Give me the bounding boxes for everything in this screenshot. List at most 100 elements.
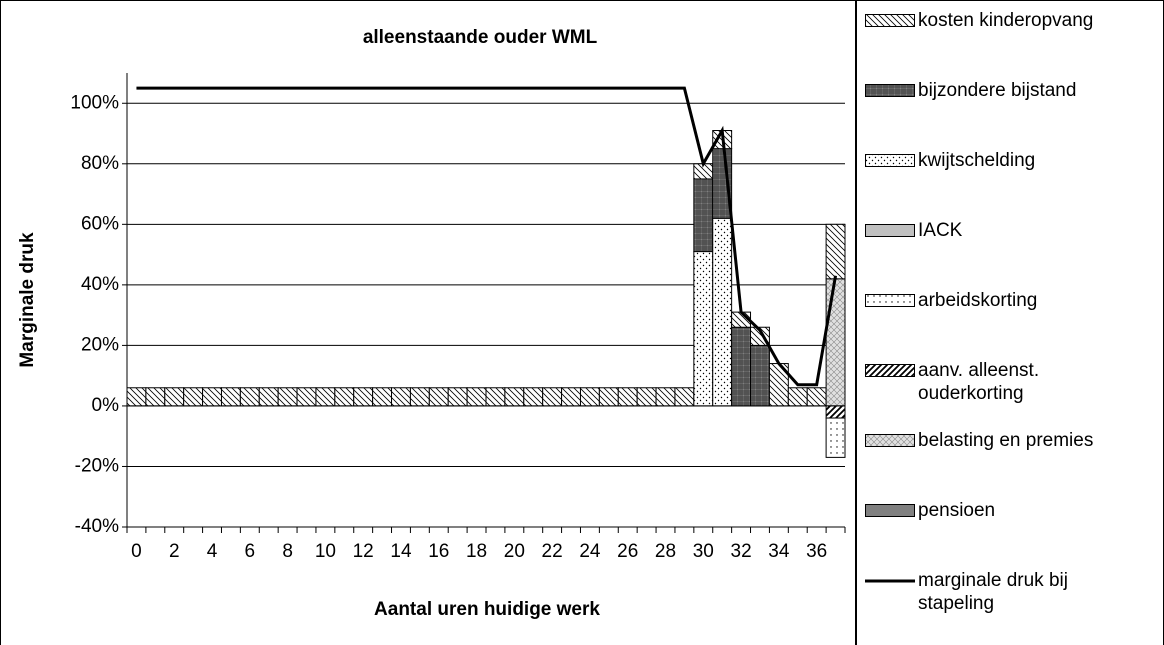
bar-segment — [731, 326, 752, 407]
legend-label: marginale druk bij stapeling — [918, 570, 1068, 614]
legend-item: belasting en premies — [865, 429, 1144, 452]
bar-segment — [239, 387, 260, 407]
legend-swatch — [865, 579, 915, 583]
bar-segment — [598, 387, 619, 407]
bar-segment — [542, 387, 563, 407]
bar-segment — [315, 387, 336, 407]
bar-segment — [202, 387, 222, 407]
x-tick-label: 36 — [806, 541, 827, 562]
bar-segment — [164, 387, 185, 407]
chart: alleenstaande ouder WML Marginale druk A… — [0, 0, 856, 645]
bar-segment — [655, 387, 676, 407]
y-tick-label: -20% — [75, 455, 119, 476]
bar-segment — [579, 387, 600, 407]
bar-segment — [825, 405, 846, 419]
x-tick-label: 26 — [617, 541, 638, 562]
x-tick-label: 0 — [131, 541, 142, 562]
legend-label: bijzondere bijstand — [918, 80, 1077, 101]
bar-segment — [617, 387, 638, 407]
legend-label: aanv. alleenst. ouderkorting — [918, 360, 1040, 404]
x-tick-label: 30 — [693, 541, 714, 562]
bar-segment — [825, 223, 846, 280]
legend-item: IACK — [865, 219, 1144, 242]
legend-swatch — [865, 14, 915, 27]
bar-segment — [806, 387, 827, 407]
x-tick-label: 20 — [504, 541, 525, 562]
x-tick-label: 10 — [315, 541, 336, 562]
x-tick-label: 18 — [466, 541, 487, 562]
x-tick-label: 24 — [579, 541, 601, 562]
bar-segment — [693, 251, 714, 407]
bar-segment — [183, 387, 204, 407]
y-tick-label: 0% — [92, 395, 120, 416]
y-tick-label: 80% — [81, 153, 119, 174]
y-tick-label: 40% — [81, 274, 119, 295]
y-tick-label: 60% — [81, 213, 119, 234]
bar-segment — [825, 417, 846, 458]
bar-segment — [504, 387, 525, 407]
bar-segment — [126, 387, 147, 407]
bar-segment — [485, 387, 506, 407]
bar-segment — [712, 217, 733, 407]
x-tick-label: 4 — [207, 541, 218, 562]
x-tick-label: 14 — [390, 541, 412, 562]
x-tick-label: 8 — [282, 541, 293, 562]
bar-segment — [523, 387, 544, 407]
bar-segment — [674, 387, 695, 407]
bar-segment — [372, 387, 393, 407]
bar-segment — [447, 387, 468, 407]
legend-item: pensioen — [865, 499, 1144, 522]
legend-swatch — [865, 224, 915, 237]
x-tick-label: 22 — [542, 541, 563, 562]
bar-segment — [466, 387, 487, 407]
y-tick-label: 20% — [81, 334, 119, 355]
bar-segment — [428, 387, 449, 407]
legend-item: kosten kinderopvang — [865, 9, 1144, 32]
x-tick-label: 32 — [731, 541, 752, 562]
chart-title: alleenstaande ouder WML — [363, 27, 598, 48]
x-tick-label: 12 — [353, 541, 374, 562]
line-series — [136, 86, 838, 387]
legend-label: kosten kinderopvang — [918, 10, 1094, 31]
legend-label: belasting en premies — [918, 430, 1094, 451]
y-axis-label: Marginale druk — [17, 232, 38, 368]
y-tick-label: -40% — [75, 516, 119, 537]
legend: kosten kinderopvang bijzondere bijstand kw… — [856, 0, 1164, 645]
y-tick-label: 100% — [70, 92, 119, 113]
x-tick-label: 28 — [655, 541, 676, 562]
bar-segment — [409, 387, 430, 407]
x-axis-label: Aantal uren huidige werk — [374, 599, 600, 620]
bar-segment — [787, 387, 808, 407]
bar-segment — [750, 344, 770, 407]
legend-swatch — [865, 434, 915, 447]
bar-segment — [353, 387, 374, 407]
x-tick-label: 2 — [169, 541, 180, 562]
legend-item: arbeidskorting — [865, 289, 1144, 312]
bar-segment — [258, 387, 279, 407]
bar-segment — [561, 387, 581, 407]
bar-segment — [296, 387, 317, 407]
bar-segment — [693, 178, 714, 253]
legend-label: pensioen — [918, 500, 996, 521]
bar-segment — [145, 387, 166, 407]
bar-segment — [334, 387, 355, 407]
legend-item: bijzondere bijstand — [865, 79, 1144, 102]
bar-segment — [825, 278, 846, 407]
x-tick-label: 6 — [245, 541, 256, 562]
bar-segment — [277, 387, 298, 407]
legend-swatch — [865, 84, 915, 97]
chart-frame — [0, 0, 856, 645]
legend-swatch — [865, 154, 915, 167]
x-tick-label: 16 — [428, 541, 449, 562]
bar-segment — [636, 387, 657, 407]
legend-label: kwijtschelding — [918, 150, 1036, 171]
bar-segment — [220, 387, 241, 407]
x-tick-label: 34 — [768, 541, 790, 562]
legend-swatch — [865, 504, 915, 517]
bar-segment — [391, 387, 411, 407]
legend-item: marginale druk bij stapeling — [865, 569, 1144, 615]
legend-item: kwijtschelding — [865, 149, 1144, 172]
legend-swatch — [865, 364, 915, 377]
legend-item: aanv. alleenst. ouderkorting — [865, 359, 1144, 405]
